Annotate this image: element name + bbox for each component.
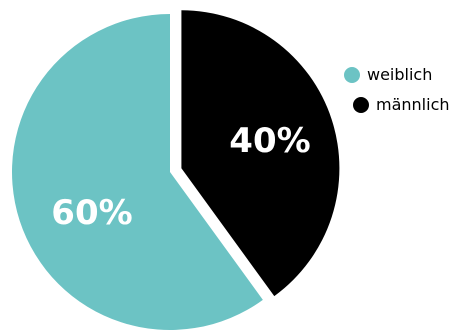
legend-label-weiblich: weiblich: [367, 65, 432, 84]
slice-label-weiblich: 60%: [51, 193, 132, 233]
pie-slice-weiblich: [11, 14, 263, 330]
pie-slices: [11, 10, 340, 330]
slice-label-maennlich: 40%: [229, 121, 310, 161]
legend-swatch-weiblich: [344, 67, 360, 83]
legend-label-maennlich: männlich: [376, 95, 450, 114]
pie-slice-maennlich: [181, 10, 340, 297]
legend: weiblich männlich: [344, 65, 450, 114]
legend-swatch-maennlich: [353, 97, 369, 113]
pie-slice-labels: 60% 40%: [51, 121, 310, 233]
